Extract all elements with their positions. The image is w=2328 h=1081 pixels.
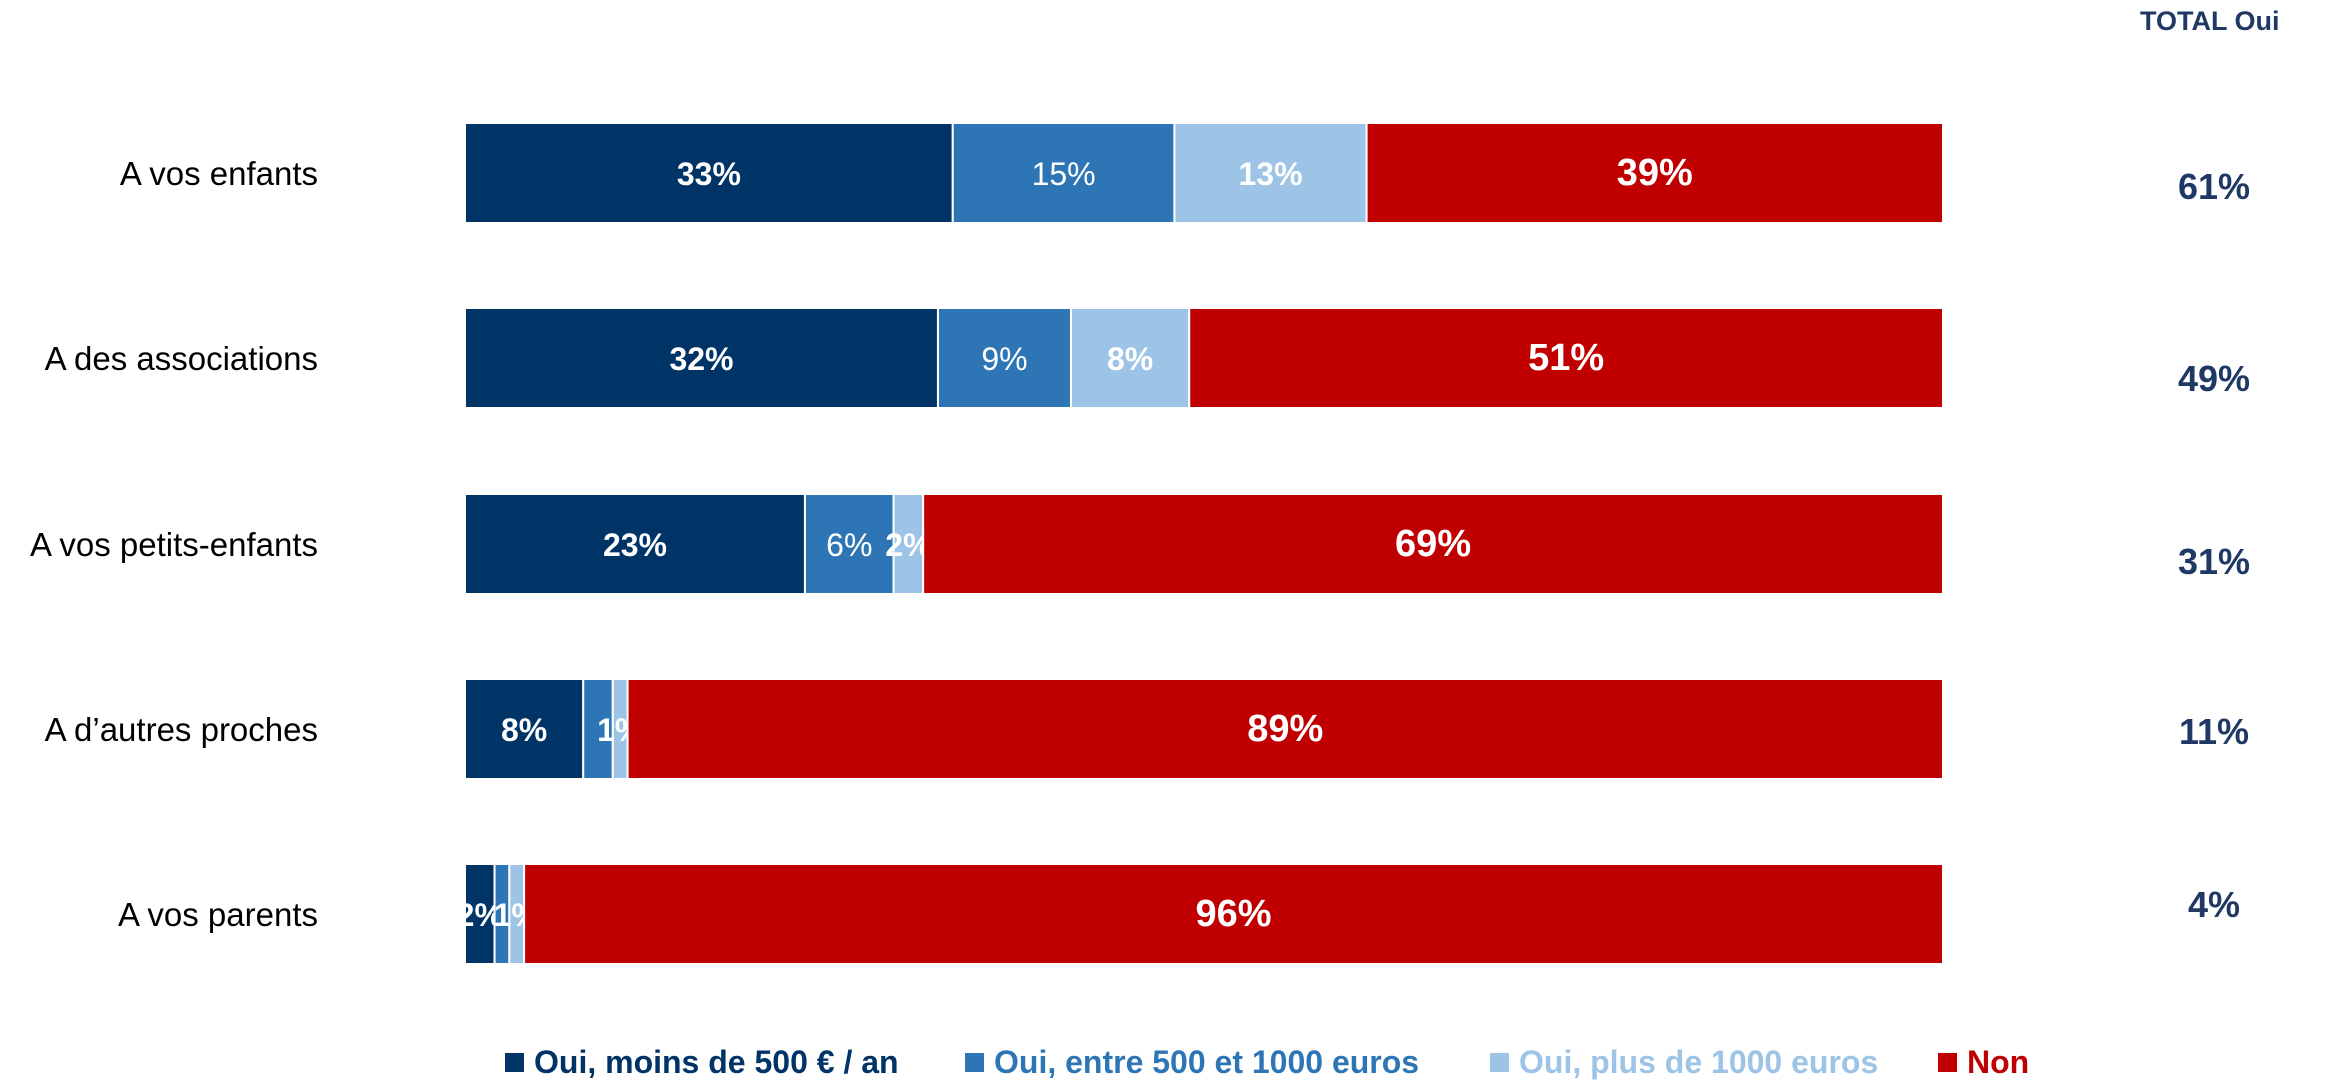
data-label: 39% xyxy=(1617,152,1693,194)
data-label: 9% xyxy=(981,341,1027,377)
total-oui-header: TOTAL Oui xyxy=(2140,6,2280,36)
bar-segment xyxy=(582,678,614,780)
total-value: 49% xyxy=(2178,358,2250,399)
data-label: 32% xyxy=(669,341,733,377)
category-label: A des associations xyxy=(45,340,318,377)
data-label: 89% xyxy=(1247,708,1323,750)
data-label: 23% xyxy=(603,527,667,563)
bar-segment xyxy=(1188,307,1944,409)
legend-swatch xyxy=(965,1053,984,1072)
bar-segment xyxy=(803,493,895,595)
bar-segment xyxy=(892,493,925,595)
data-label: 13% xyxy=(1238,156,1302,192)
data-label: 51% xyxy=(1528,337,1604,379)
category-label: A vos parents xyxy=(118,896,318,933)
legend-item-oui-moins-500: Oui, moins de 500 € / an xyxy=(505,1044,899,1081)
bar-segment xyxy=(1365,122,1944,224)
bar-segment xyxy=(464,122,954,224)
bar-segment xyxy=(922,493,1944,595)
data-label: 96% xyxy=(1196,893,1272,935)
total-value: 31% xyxy=(2178,541,2250,582)
bar-segment xyxy=(464,493,806,595)
chart-svg: A vos enfants 33% 15% 13% 39% 61% A des associ… xyxy=(30,122,2250,965)
total-value: 11% xyxy=(2179,711,2249,752)
legend-label: Oui, entre 500 et 1000 euros xyxy=(994,1044,1420,1080)
data-label: 6% xyxy=(826,527,872,563)
bar-segment xyxy=(464,307,939,409)
legend-swatch xyxy=(505,1053,524,1072)
legend-item-non: Non xyxy=(1938,1044,2029,1081)
bar-segment xyxy=(464,678,585,780)
category-label: A vos enfants xyxy=(120,155,318,192)
category-label: A vos petits-enfants xyxy=(30,526,318,563)
data-label: 8% xyxy=(1107,341,1153,377)
legend-item-oui-plus-1000: Oui, plus de 1000 euros xyxy=(1490,1044,1878,1081)
total-value: 4% xyxy=(2188,884,2240,925)
data-label: 33% xyxy=(677,156,741,192)
legend-label: Non xyxy=(1967,1044,2030,1080)
legend: Oui, moins de 500 € / an Oui, entre 500 … xyxy=(0,1040,2328,1081)
category-label: A d’autres proches xyxy=(45,711,318,748)
bar-segment xyxy=(1173,122,1368,224)
legend-swatch xyxy=(1490,1053,1509,1072)
data-label: 8% xyxy=(501,712,547,748)
legend-label: Oui, plus de 1000 euros xyxy=(1519,1044,1879,1080)
bar-segment xyxy=(523,863,1944,965)
data-label: 15% xyxy=(1032,156,1096,192)
bar-segment xyxy=(626,678,1945,780)
data-label: 69% xyxy=(1395,523,1471,565)
bar-segment xyxy=(936,307,1072,409)
legend-item-oui-500-1000: Oui, entre 500 et 1000 euros xyxy=(965,1044,1419,1081)
legend-label: Oui, moins de 500 € / an xyxy=(534,1044,899,1080)
legend-swatch xyxy=(1938,1053,1957,1072)
bar-segment xyxy=(951,122,1176,224)
bar-segment xyxy=(464,863,496,965)
total-value: 61% xyxy=(2178,166,2250,207)
